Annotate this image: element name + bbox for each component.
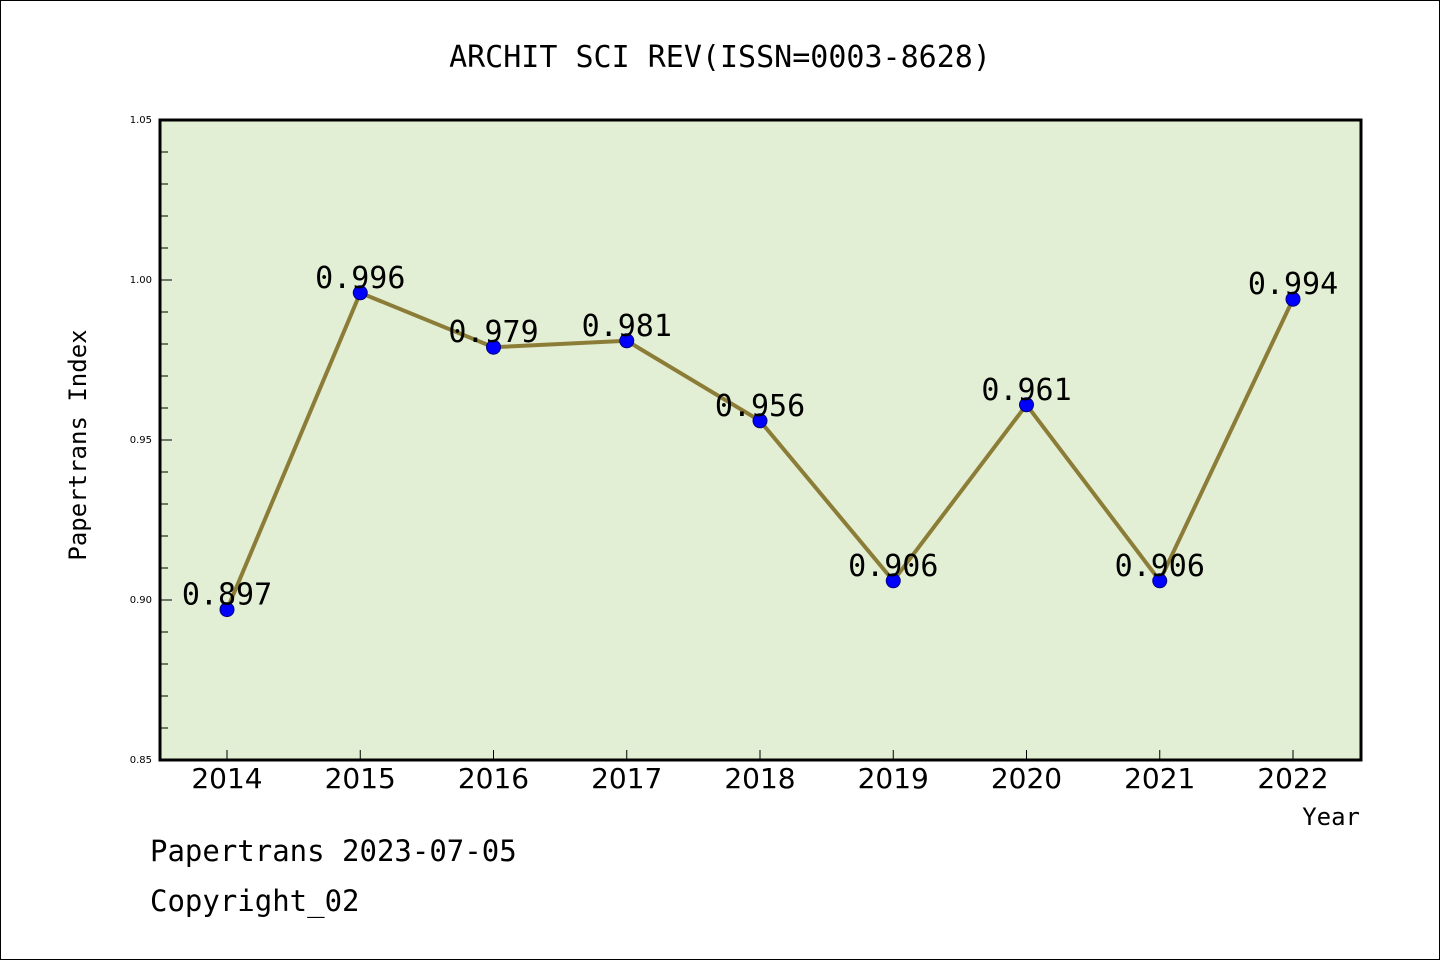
x-tick-label: 2022 <box>1257 762 1328 795</box>
y-axis-label: Papertrans Index <box>64 329 92 560</box>
x-axis-label: Year <box>1302 803 1360 831</box>
x-tick-label: 2016 <box>458 762 529 795</box>
plot-area <box>160 120 1361 760</box>
y-tick-label: 0.90 <box>130 595 152 606</box>
y-tick-label: 1.05 <box>130 115 152 126</box>
chart-title: ARCHIT SCI REV(ISSN=0003-8628) <box>449 40 991 75</box>
data-point <box>219 602 235 618</box>
data-label: 0.961 <box>981 373 1071 408</box>
data-point <box>352 285 368 301</box>
data-point <box>1019 397 1034 413</box>
x-tick-label: 2021 <box>1124 762 1195 795</box>
x-tick-label: 2014 <box>191 762 262 795</box>
footer-copyright: Copyright_02 <box>150 884 360 918</box>
y-tick-label: 1.00 <box>130 275 152 286</box>
data-point <box>1152 573 1168 589</box>
series <box>219 285 1301 618</box>
x-tick-label: 2019 <box>858 762 929 795</box>
data-label: 0.906 <box>848 549 938 584</box>
x-axis: 2014 2015 2016 2017 2018 2019 2020 2021 2022 <box>191 750 1329 795</box>
data-point <box>619 333 635 349</box>
data-point <box>885 573 901 589</box>
data-point <box>486 339 501 355</box>
data-label: 0.994 <box>1248 267 1338 302</box>
x-tick-label: 2017 <box>591 762 662 795</box>
data-label: 0.996 <box>315 261 405 296</box>
plot-border <box>158 118 1363 762</box>
footer-date: Papertrans 2023-07-05 <box>150 834 517 868</box>
data-label: 0.979 <box>448 315 538 350</box>
y-tick-label: 0.95 <box>130 435 152 446</box>
data-label: 0.897 <box>182 578 272 613</box>
x-tick-label: 2015 <box>325 762 396 795</box>
data-point <box>752 413 768 429</box>
x-tick-label: 2018 <box>724 762 795 795</box>
data-label: 0.906 <box>1115 549 1205 584</box>
data-point <box>1285 291 1301 307</box>
data-label: 0.981 <box>582 309 672 344</box>
data-labels: 0.897 0.996 0.979 0.981 0.956 0.906 0.961 0.906… <box>182 261 1338 613</box>
y-tick-label: 0.85 <box>130 755 152 766</box>
x-tick-label: 2020 <box>991 762 1062 795</box>
data-label: 0.956 <box>715 389 805 424</box>
